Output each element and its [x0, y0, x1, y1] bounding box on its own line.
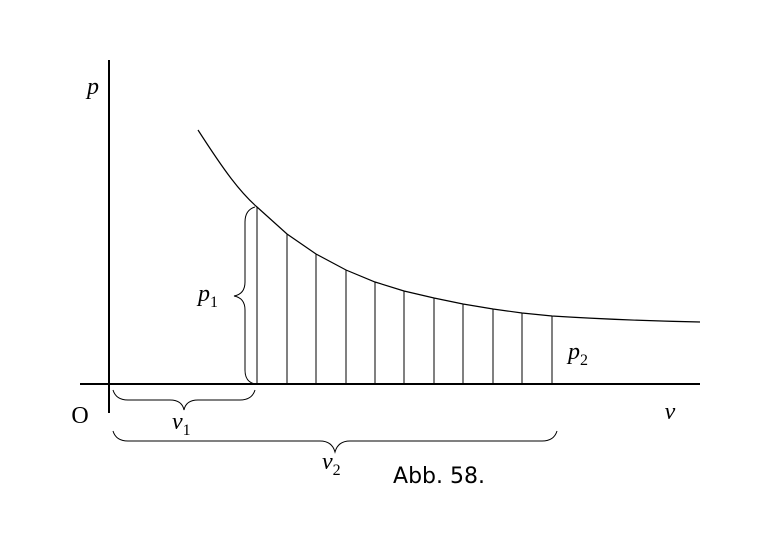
label-sub: 1: [183, 422, 191, 439]
v2-label: v2: [322, 449, 341, 479]
v-axis-label: v: [665, 399, 676, 425]
p1-label: p1: [196, 281, 218, 311]
label-base: v: [172, 409, 183, 435]
isotherm-curve: [197, 129, 701, 323]
p-axis-label: p: [85, 74, 99, 100]
caption: Abb. 58.: [393, 464, 485, 489]
v1-label: v1: [172, 409, 191, 439]
v1-brace: [112, 389, 256, 411]
label-base: p: [196, 281, 210, 307]
hatching: [256, 207, 553, 384]
axes: [80, 60, 700, 413]
label-sub: 2: [580, 352, 588, 369]
p2-label: p2: [566, 339, 588, 369]
braces: [112, 206, 558, 454]
label-sub: 2: [333, 462, 341, 479]
p1-brace: [233, 206, 256, 385]
origin-label: O: [71, 403, 88, 429]
label-base: p: [566, 339, 580, 365]
label-sub: 1: [210, 294, 218, 311]
v2-brace: [112, 430, 558, 454]
label-base: v: [322, 449, 333, 475]
